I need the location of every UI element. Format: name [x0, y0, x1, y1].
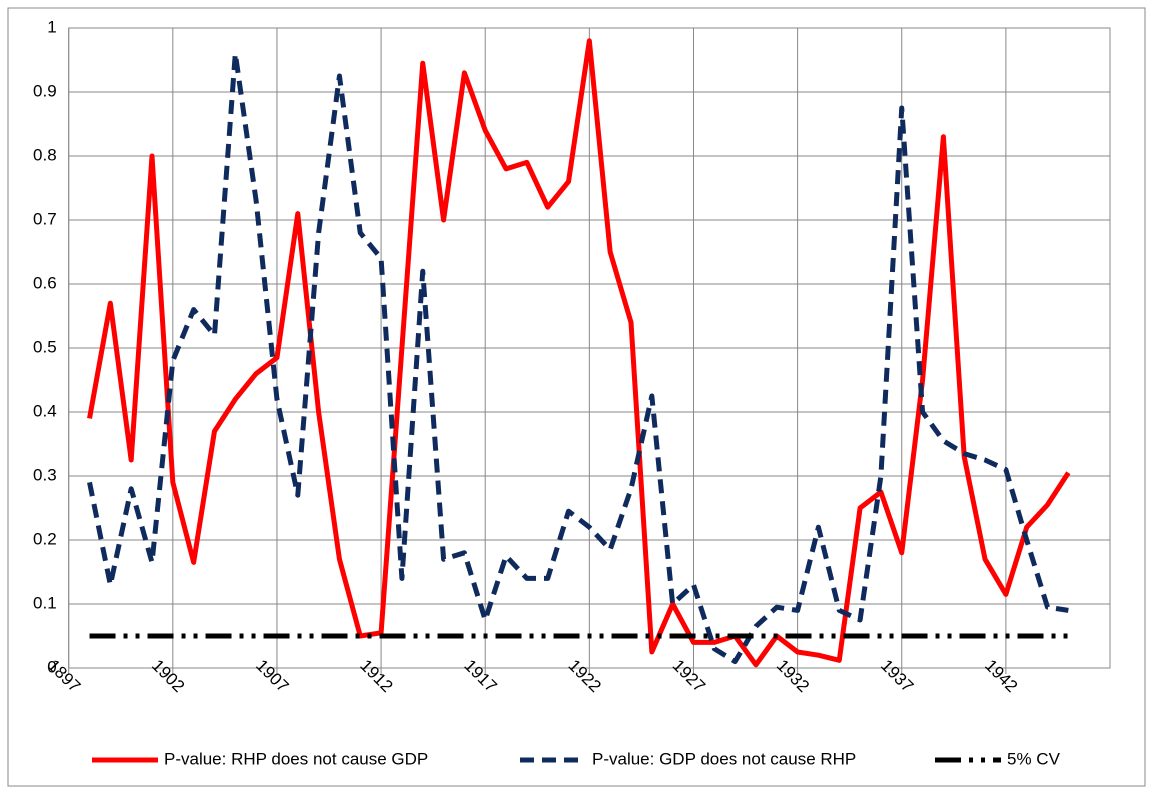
- y-tick-label: 0.5: [33, 337, 57, 356]
- legend-label: P-value: RHP does not cause GDP: [164, 749, 428, 768]
- series-line: [87, 38, 1071, 668]
- y-tick-label: 0.8: [33, 145, 57, 164]
- y-tick-label: 0.4: [33, 401, 57, 420]
- y-tick-label: 0.6: [33, 273, 57, 292]
- y-tick-label: 0.9: [33, 81, 57, 100]
- y-tick-label: 1: [47, 17, 56, 36]
- series-line: [87, 51, 1069, 665]
- y-tick-label: 0.3: [33, 465, 57, 484]
- y-tick-label: 0.1: [33, 593, 57, 612]
- legend-label: 5% CV: [1007, 749, 1061, 768]
- y-tick-label: 0.2: [33, 529, 57, 548]
- y-tick-label: 0: [47, 657, 56, 676]
- y-tick-label: 0.7: [33, 209, 57, 228]
- legend-label: P-value: GDP does not cause RHP: [592, 749, 856, 768]
